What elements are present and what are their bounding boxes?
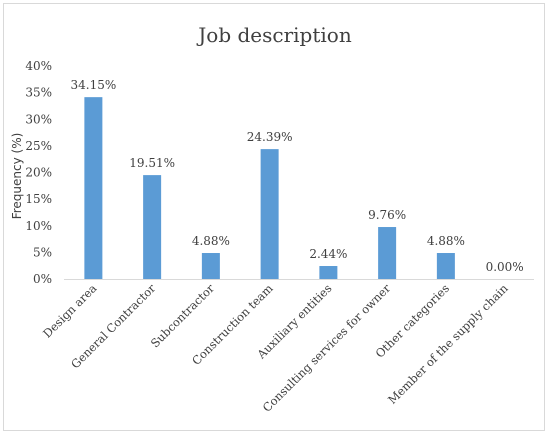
data-label: 4.88%: [192, 234, 230, 248]
bars: [84, 97, 455, 280]
data-label: 34.15%: [70, 78, 116, 92]
y-tick-label: 25%: [25, 139, 52, 153]
y-tick-label: 0%: [33, 272, 52, 286]
y-tick-label: 40%: [25, 59, 52, 73]
bar: [378, 227, 397, 279]
bar: [436, 253, 455, 279]
bar: [201, 253, 220, 279]
y-tick-label: 10%: [25, 219, 52, 233]
bar: [84, 97, 103, 280]
y-tick-label: 30%: [25, 112, 52, 126]
chart-frame: Job description Frequency (%) 0% 5% 10% 15%…: [3, 3, 545, 431]
y-tick-labels: 0% 5% 10% 15% 20% 25% 30% 35% 40%: [25, 59, 52, 286]
bar-chart: Job description Frequency (%) 0% 5% 10% 15%…: [10, 23, 534, 415]
data-label: 24.39%: [247, 130, 293, 144]
x-tick-label: Design area: [40, 281, 100, 341]
y-tick-label: 15%: [25, 192, 52, 206]
data-label: 19.51%: [129, 156, 175, 170]
bar: [260, 149, 279, 279]
x-tick-label: Member of the supply chain: [385, 281, 511, 407]
y-tick-label: 35%: [25, 86, 52, 100]
y-tick-label: 5%: [33, 245, 52, 259]
data-labels: 34.15% 19.51% 4.88% 24.39% 2.44% 9.76% 4.88% 0.…: [70, 78, 523, 274]
bar: [319, 266, 338, 279]
bar: [143, 175, 162, 279]
data-label: 0.00%: [486, 260, 524, 274]
data-label: 2.44%: [309, 247, 347, 261]
y-axis-label: Frequency (%): [10, 133, 24, 220]
data-label: 4.88%: [427, 234, 465, 248]
data-label: 9.76%: [368, 208, 406, 222]
x-tick-label: Consulting services for owner: [260, 281, 394, 415]
y-tick-label: 20%: [25, 166, 52, 180]
chart-title: Job description: [196, 23, 352, 47]
